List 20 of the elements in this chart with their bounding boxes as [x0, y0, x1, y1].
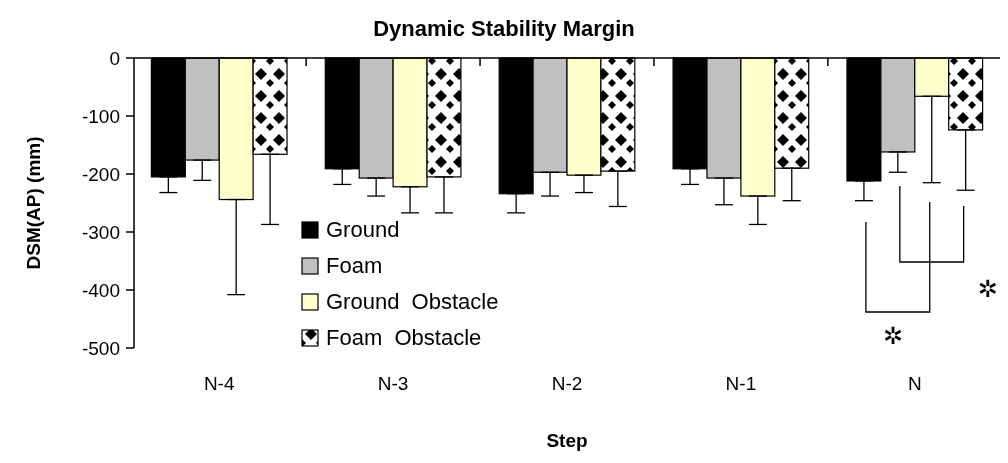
y-tick-label: -200 — [81, 163, 120, 185]
y-tick-label: -400 — [81, 279, 120, 301]
y-axis-title: DSM(AP) (mm) — [23, 136, 44, 270]
x-axis-title: Step — [546, 430, 588, 451]
x-tick-label: N-2 — [551, 373, 583, 394]
x-tick-label: N-4 — [203, 373, 235, 394]
x-tick-label: N — [907, 373, 922, 394]
y-tick-label: 0 — [109, 47, 120, 69]
legend-label: Foam Obstacle — [326, 325, 482, 350]
legend-label: Ground Obstacle — [326, 289, 499, 314]
annotation: ✲ — [882, 322, 903, 349]
x-tick-label: N-3 — [377, 373, 409, 394]
x-tick-label: N-1 — [725, 373, 757, 394]
y-tick-label: -100 — [81, 105, 120, 127]
chart-title: Dynamic Stability Margin — [373, 16, 635, 41]
legend-label: Ground — [326, 217, 400, 242]
annotation: ✲ — [977, 275, 998, 302]
legend-label: Foam — [326, 253, 383, 278]
y-tick-label: -300 — [81, 221, 120, 243]
y-tick-label: -500 — [81, 337, 120, 359]
